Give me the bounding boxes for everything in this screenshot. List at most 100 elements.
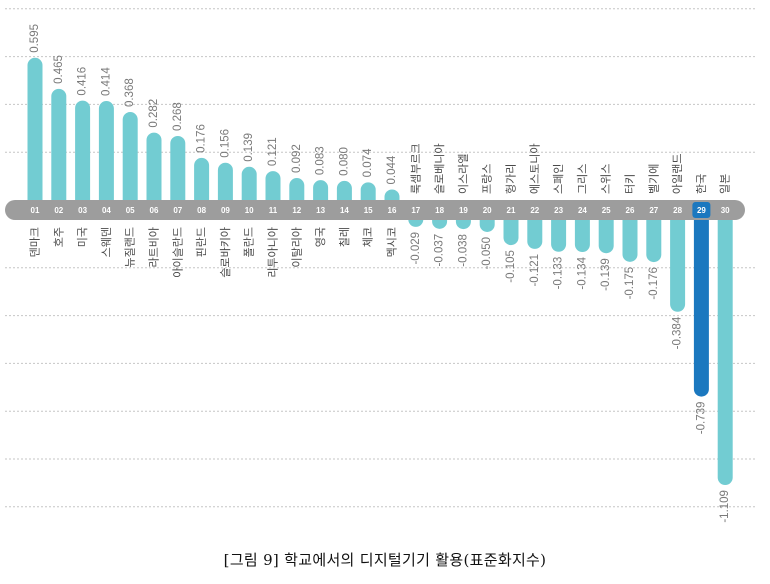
bar-27: [646, 210, 662, 263]
value-label-27: -0.176: [648, 267, 660, 300]
rank-label-21: 21: [507, 206, 516, 215]
value-label-22: -0.121: [529, 254, 541, 287]
bar-05: [122, 112, 138, 210]
rank-label-04: 04: [102, 206, 111, 215]
rank-label-03: 03: [78, 206, 87, 215]
value-label-08: 0.176: [196, 124, 208, 153]
category-label-14: 칠레: [338, 227, 351, 247]
value-label-24: -0.134: [576, 256, 588, 289]
value-label-30: -1.109: [719, 490, 731, 523]
bar-01: [27, 57, 43, 210]
category-label-30: 일본: [718, 174, 732, 194]
figure-caption: [그림 9] 학교에서의 디지털기기 활용(표준화지수): [223, 551, 547, 569]
category-label-16: 멕시코: [386, 227, 399, 257]
labels: 0.595 덴마크 0.465 호주 0.416 미국 0.414 스웨덴 0.368 뉴질랜드 0…: [29, 24, 732, 523]
category-label-08: 핀란드: [195, 227, 208, 257]
rank-label-10: 10: [245, 206, 254, 215]
bar-04: [98, 101, 114, 210]
rank-label-15: 15: [364, 206, 373, 215]
rank-label-17: 17: [411, 206, 420, 215]
rank-label-07: 07: [173, 206, 182, 215]
rank-label-27: 27: [649, 206, 658, 215]
rank-label-25: 25: [602, 206, 611, 215]
bar-28: [670, 210, 686, 312]
value-label-03: 0.416: [77, 67, 89, 96]
rank-label-16: 16: [388, 206, 397, 215]
rank-label-29: 29: [697, 206, 706, 215]
category-label-26: 터키: [624, 174, 637, 194]
diverging-bar-chart: 01 02 03 04 05 06 07 08 09 10 11 12 13 14 15 16 17 18 19 20…: [5, 8, 755, 523]
rank-label-22: 22: [530, 206, 539, 215]
rank-label-13: 13: [316, 206, 325, 215]
bar-06: [146, 132, 162, 210]
category-label-07: 아이슬란드: [171, 227, 184, 278]
category-label-01: 덴마크: [29, 227, 42, 257]
category-label-09: 슬로바키아: [219, 227, 232, 278]
rank-label-26: 26: [626, 206, 635, 215]
bar-07: [170, 135, 186, 210]
bar-24: [574, 210, 590, 253]
bar-25: [598, 210, 614, 254]
bar-09: [217, 162, 233, 210]
value-label-10: 0.139: [243, 133, 255, 162]
value-label-16: 0.044: [386, 155, 398, 184]
rank-label-09: 09: [221, 206, 230, 215]
rank-label-11: 11: [269, 206, 278, 215]
category-label-19: 이스라엘: [457, 154, 470, 194]
rank-label-28: 28: [673, 206, 682, 215]
category-label-12: 이탈리아: [290, 227, 303, 267]
bar-30: [717, 210, 733, 486]
category-label-22: 에스토니아: [528, 143, 541, 194]
value-label-13: 0.083: [315, 146, 327, 175]
value-label-05: 0.368: [124, 78, 136, 107]
rank-label-12: 12: [292, 206, 301, 215]
category-label-11: 리투아니아: [267, 227, 280, 278]
bar-03: [75, 100, 91, 210]
category-label-29: 한국: [695, 174, 708, 194]
rank-label-08: 08: [197, 206, 206, 215]
bar-02: [51, 88, 67, 210]
category-label-13: 영국: [314, 227, 327, 247]
category-label-03: 미국: [76, 227, 89, 247]
bar-10: [241, 166, 257, 210]
value-label-09: 0.156: [219, 129, 231, 158]
rank-label-14: 14: [340, 206, 349, 215]
rank-label-23: 23: [554, 206, 563, 215]
category-label-24: 그리스: [576, 164, 589, 194]
category-label-18: 슬로베니아: [433, 143, 446, 194]
category-label-27: 벨기에: [647, 164, 660, 194]
value-label-18: -0.037: [434, 234, 446, 267]
value-label-21: -0.105: [505, 250, 517, 283]
bar-08: [194, 157, 210, 210]
rank-label-02: 02: [54, 206, 63, 215]
value-label-14: 0.080: [338, 147, 350, 176]
category-label-23: 스페인: [552, 164, 565, 194]
zero-baseline: 01 02 03 04 05 06 07 08 09 10 11 12 13 14 15 16 17 18 19 20…: [5, 200, 745, 220]
rank-label-24: 24: [578, 206, 587, 215]
category-label-17: 룩셈부르크: [409, 143, 422, 194]
gridlines: [5, 8, 755, 508]
category-label-28: 아일랜드: [670, 154, 684, 194]
category-label-25: 스위스: [600, 164, 613, 194]
rank-label-06: 06: [150, 206, 159, 215]
value-label-28: -0.384: [672, 316, 684, 349]
rank-label-30: 30: [721, 206, 730, 215]
value-label-06: 0.282: [148, 99, 160, 128]
bar-23: [551, 210, 567, 252]
rank-label-01: 01: [31, 206, 40, 215]
value-label-04: 0.414: [100, 67, 112, 96]
category-label-20: 프랑스: [481, 164, 494, 194]
category-label-15: 체코: [362, 227, 375, 247]
bar-26: [622, 210, 638, 262]
value-label-11: 0.121: [267, 137, 279, 166]
value-label-02: 0.465: [53, 55, 65, 84]
value-label-25: -0.139: [600, 258, 612, 291]
value-label-07: 0.268: [172, 102, 184, 131]
category-label-02: 호주: [52, 227, 65, 247]
bar-29: [693, 210, 709, 397]
value-label-29: -0.739: [695, 402, 707, 435]
highlight-rank-box: [692, 202, 711, 218]
rank-label-18: 18: [435, 206, 444, 215]
value-label-17: -0.029: [410, 232, 422, 265]
